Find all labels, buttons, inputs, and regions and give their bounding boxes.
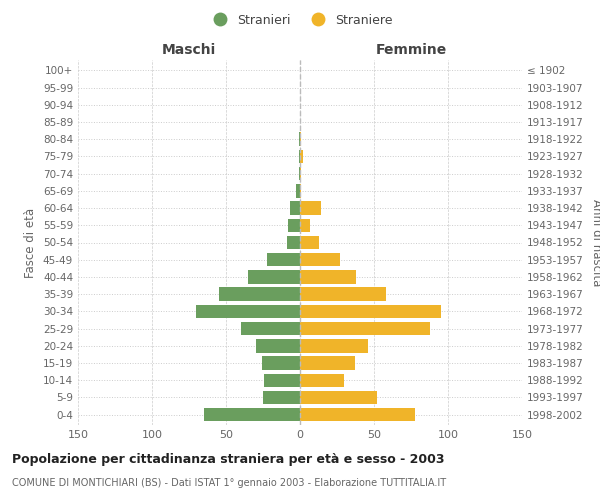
Y-axis label: Anni di nascita: Anni di nascita xyxy=(590,199,600,286)
Bar xyxy=(256,339,300,352)
Bar xyxy=(241,322,300,336)
Bar xyxy=(300,374,344,387)
Bar xyxy=(300,167,301,180)
Bar xyxy=(265,374,300,387)
Bar xyxy=(300,253,340,266)
Bar xyxy=(300,304,440,318)
Bar xyxy=(218,288,300,301)
Bar xyxy=(196,304,300,318)
Bar xyxy=(300,288,386,301)
Bar xyxy=(248,270,300,283)
Bar xyxy=(299,150,300,163)
Bar xyxy=(300,322,430,336)
Bar xyxy=(300,150,303,163)
Bar xyxy=(300,339,368,352)
Bar xyxy=(300,184,301,198)
Bar xyxy=(268,253,300,266)
Bar xyxy=(300,218,310,232)
Bar xyxy=(299,132,300,146)
Bar xyxy=(300,132,301,146)
Y-axis label: Fasce di età: Fasce di età xyxy=(25,208,37,278)
Text: Maschi: Maschi xyxy=(162,42,216,56)
Bar xyxy=(288,218,300,232)
Bar xyxy=(300,356,355,370)
Bar xyxy=(296,184,300,198)
Bar xyxy=(300,390,377,404)
Bar xyxy=(299,167,300,180)
Bar xyxy=(300,236,319,249)
Bar xyxy=(287,236,300,249)
Text: COMUNE DI MONTICHIARI (BS) - Dati ISTAT 1° gennaio 2003 - Elaborazione TUTTITALI: COMUNE DI MONTICHIARI (BS) - Dati ISTAT … xyxy=(12,478,446,488)
Bar xyxy=(263,390,300,404)
Bar xyxy=(204,408,300,422)
Bar xyxy=(300,202,321,215)
Text: Popolazione per cittadinanza straniera per età e sesso - 2003: Popolazione per cittadinanza straniera p… xyxy=(12,452,445,466)
Bar xyxy=(290,202,300,215)
Bar xyxy=(262,356,300,370)
Text: Femmine: Femmine xyxy=(376,42,446,56)
Bar xyxy=(300,270,356,283)
Legend: Stranieri, Straniere: Stranieri, Straniere xyxy=(202,8,398,32)
Bar xyxy=(300,408,415,422)
